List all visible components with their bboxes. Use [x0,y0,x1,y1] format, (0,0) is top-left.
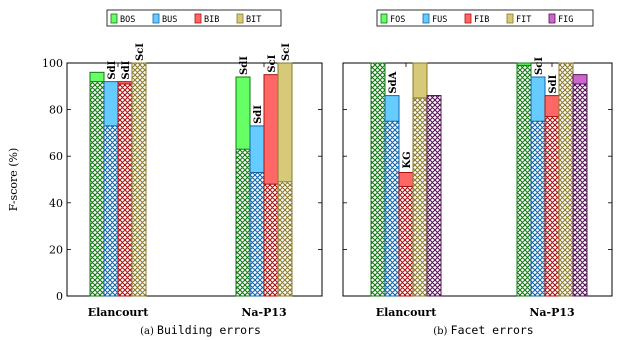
panel-caption: (a) Building errors [140,323,261,337]
y-tick-label: 60 [49,150,63,163]
bar-hatched [104,126,118,296]
data-label: SdI [253,105,264,124]
bar-hatched [250,173,264,296]
panel-caption: (b) Facet errors [433,323,533,337]
data-label: SdI [107,60,118,79]
legend-swatch [465,14,471,23]
legend-label: BIB [204,15,219,25]
bar-hatched [427,96,441,296]
legend-label: FIB [474,15,489,25]
legend-swatch [507,14,513,23]
data-label: KG [402,151,413,168]
bar-hatched [573,84,587,296]
x-tick-label: Na-P13 [241,306,286,319]
legend-label: FIG [558,15,573,25]
x-tick-label: Na-P13 [529,306,574,319]
bar-hatched [278,182,292,296]
bar-hatched [413,98,427,296]
bar-hatched [371,63,385,296]
data-label: SdI [548,74,559,93]
data-label: ScI [267,54,278,72]
bar-hatched [236,149,250,296]
y-tick-label: 0 [56,290,63,303]
data-label: SdI [239,56,250,75]
legend-label: FIT [516,15,531,25]
bar-hatched [132,63,146,296]
bar-hatched [517,65,531,296]
bar-hatched [264,184,278,296]
data-label: SdI [121,60,132,79]
y-tick-label: 100 [42,57,63,70]
bar-hatched [399,186,413,296]
legend-label: FOS [390,15,405,25]
legend-swatch [111,14,117,23]
legend-swatch [549,14,555,23]
legend-label: BOS [120,15,135,25]
x-tick-label: Elancourt [88,306,150,319]
y-tick-label: 20 [49,243,63,256]
legend-label: BIT [246,15,261,25]
y-axis-label: F-score (%) [7,148,20,212]
bar-hatched [385,121,399,296]
legend-swatch [381,14,387,23]
y-tick-label: 40 [49,197,63,210]
legend-swatch [195,14,201,23]
legend-label: BUS [162,15,177,25]
bar-hatched [90,82,104,296]
data-label: ScI [534,57,545,75]
x-tick-label: Elancourt [376,306,438,319]
legend-swatch [153,14,159,23]
bar-hatched [531,121,545,296]
data-label: SdA [388,71,399,93]
legend-swatch [237,14,243,23]
y-tick-label: 80 [49,104,63,117]
data-label: ScI [281,43,292,61]
data-label: ScI [135,43,146,61]
bar-hatched [559,63,573,296]
bar-hatched [118,84,132,296]
legend-label: FUS [432,15,447,25]
bar-hatched [545,117,559,296]
legend-swatch [423,14,429,23]
